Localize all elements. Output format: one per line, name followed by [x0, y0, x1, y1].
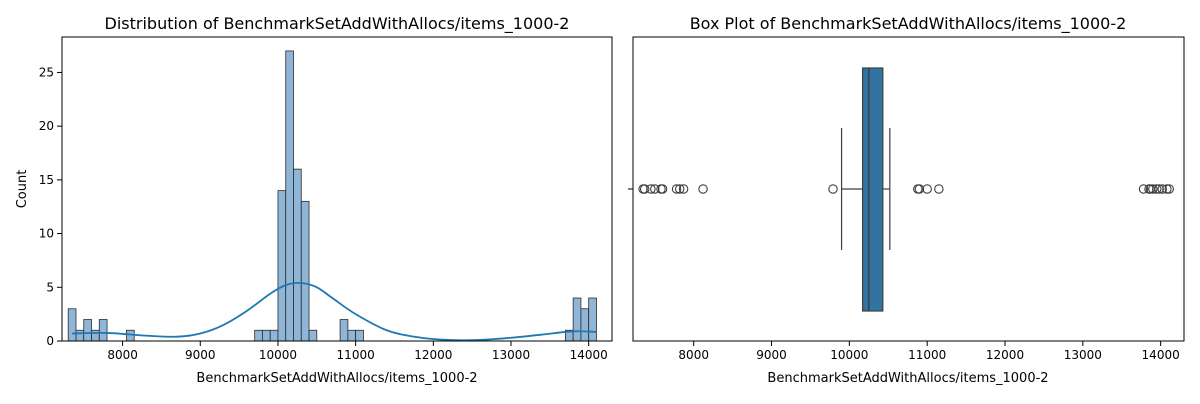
boxplot-panel: Box Plot of BenchmarkSetAddWithAllocs/it…	[628, 14, 1185, 386]
histogram-bar	[347, 329, 357, 342]
histogram-x-label: BenchmarkSetAddWithAllocs/items_1000-2	[196, 371, 477, 386]
boxplot-outlier	[1164, 184, 1174, 194]
histogram-bar	[67, 308, 77, 342]
histogram-bar	[355, 329, 364, 342]
histogram-x-tick-label: 12000	[414, 348, 452, 362]
histogram-x-tick-label: 10000	[259, 348, 297, 362]
boxplot-outliers	[638, 184, 1174, 194]
boxplot-outlier	[674, 184, 685, 194]
histogram-y-tick-label: 5	[46, 280, 54, 294]
boxplot-ticks: 8000 9000 10000 11000 12000 13000 14000	[628, 188, 1180, 362]
boxplot-x-tick-label: 8000	[678, 348, 709, 362]
histogram-bar	[300, 200, 310, 342]
boxplot-outlier	[678, 184, 689, 194]
histogram-bar	[580, 308, 590, 342]
histogram-y-tick-label: 0	[46, 334, 54, 348]
histogram-bar	[293, 168, 302, 342]
histogram-bar	[91, 329, 100, 342]
histogram-bar	[572, 297, 582, 342]
histogram-y-tick-label: 25	[39, 65, 54, 79]
boxplot-outlier	[1154, 184, 1164, 194]
histogram-x-tick-label: 9000	[185, 348, 216, 362]
boxplot-x-label: BenchmarkSetAddWithAllocs/items_1000-2	[767, 371, 1048, 386]
histogram-y-tick-label: 20	[39, 119, 54, 133]
histogram-title: Distribution of BenchmarkSetAddWithAlloc…	[105, 14, 570, 34]
boxplot-outlier	[914, 184, 925, 194]
boxplot-title: Box Plot of BenchmarkSetAddWithAllocs/it…	[690, 14, 1127, 34]
boxplot-outlier	[1157, 184, 1167, 194]
histogram-bar	[254, 329, 263, 342]
boxplot-outlier	[657, 184, 668, 194]
boxplot-outlier	[1162, 184, 1172, 194]
boxplot-outlier	[698, 184, 708, 194]
histogram-y-label: Count	[15, 170, 30, 209]
histogram-bar	[83, 319, 92, 342]
boxplot-plot-frame	[632, 36, 1185, 342]
boxplot-outlier	[934, 184, 944, 194]
histogram-panel: Distribution of BenchmarkSetAddWithAlloc…	[15, 14, 613, 386]
boxplot-x-tick-label: 9000	[756, 348, 787, 362]
histogram-bar	[277, 190, 287, 342]
boxplot-box	[861, 67, 884, 312]
histogram-y-tick-label: 10	[39, 227, 54, 241]
histogram-bar	[269, 329, 279, 342]
boxplot-body	[840, 67, 891, 312]
histogram-ticks: 8000 9000 10000 11000 12000 13000 14000 0 5 10 15 2…	[39, 65, 608, 362]
histogram-x-tick-label: 8000	[107, 348, 138, 362]
histogram-bar	[588, 297, 597, 342]
boxplot-x-tick-label: 14000	[1142, 348, 1180, 362]
histogram-x-tick-label: 13000	[492, 348, 530, 362]
histogram-bar	[339, 319, 349, 342]
boxplot-x-tick-label: 10000	[830, 348, 868, 362]
boxplot-outlier	[671, 184, 682, 194]
histogram-bar	[308, 329, 318, 342]
boxplot-outlier	[922, 184, 932, 194]
histogram-y-tick-label: 15	[39, 173, 54, 187]
boxplot-outlier	[1148, 184, 1158, 194]
boxplot-x-tick-label: 11000	[908, 348, 946, 362]
boxplot-outlier	[828, 184, 838, 194]
kde-curve	[72, 282, 597, 342]
boxplot-outlier	[1138, 184, 1149, 194]
histogram-x-tick-label: 14000	[570, 348, 608, 362]
boxplot-outlier	[639, 184, 650, 194]
histogram-bar	[285, 50, 294, 342]
histogram-bar	[126, 329, 135, 342]
histogram-x-tick-label: 11000	[337, 348, 375, 362]
boxplot-outlier	[650, 184, 660, 194]
histogram-bar	[262, 329, 271, 342]
boxplot-outlier	[1152, 184, 1162, 194]
histogram-bar	[75, 329, 85, 342]
boxplot-x-tick-label: 12000	[986, 348, 1024, 362]
histogram-plot-frame	[61, 36, 613, 342]
boxplot-outlier	[646, 184, 656, 194]
histogram-bar	[98, 319, 108, 342]
boxplot-x-tick-label: 13000	[1064, 348, 1102, 362]
